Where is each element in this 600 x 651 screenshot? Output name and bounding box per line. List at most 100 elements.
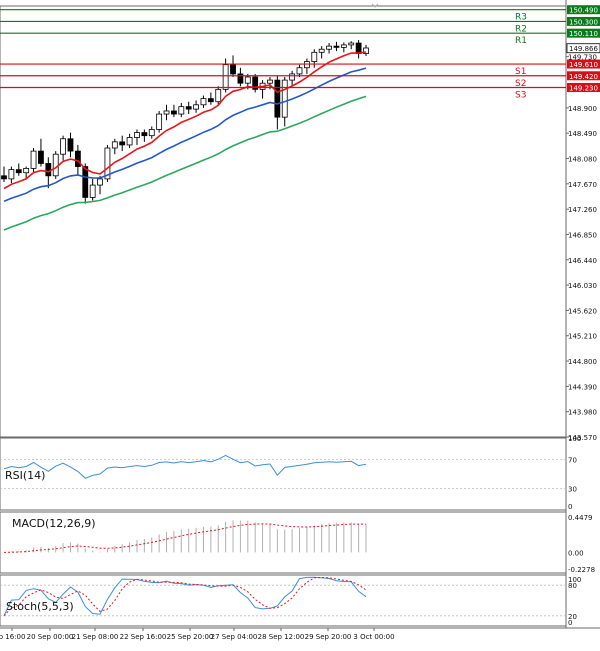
candle-body (296, 67, 303, 75)
candle-body (178, 106, 185, 115)
candle-body (119, 141, 126, 146)
level-label-s2: S2 (515, 79, 526, 89)
level-price-s1: 149.610 (569, 61, 598, 69)
candle-body (340, 44, 347, 48)
candle-body (67, 138, 74, 152)
candle-body (111, 141, 118, 149)
stoch-tick-label: 20 (568, 613, 577, 621)
candle-body (141, 132, 148, 137)
candle-body (193, 104, 199, 110)
rsi-tick-label: 0 (568, 503, 572, 511)
price-tick-label: 149.730 (568, 54, 597, 62)
price-tick-label: 147.260 (568, 206, 597, 214)
price-tick-label: 143.570 (568, 434, 597, 442)
level-price-s2: 149.420 (569, 73, 598, 81)
candle-body (60, 138, 67, 155)
level-price-box-r2 (567, 16, 600, 26)
candle-body (326, 45, 332, 50)
level-label-r2: R2 (515, 24, 527, 34)
candle-body (252, 76, 259, 90)
moving-average-fast (3, 51, 367, 190)
level-label-s3: S3 (515, 91, 526, 101)
candle-body (281, 79, 288, 118)
stoch-label: Stoch(5,5,3) (6, 600, 74, 613)
stoch-tick-label: 100 (568, 576, 581, 584)
rsi-tick-label: 70 (568, 457, 577, 465)
candle-body (45, 163, 52, 177)
candle-body (215, 88, 222, 103)
time-tick-label: 21 Sep 08:00 (72, 633, 119, 641)
stoch-tick-label: 0 (568, 619, 572, 627)
candle-body (222, 64, 229, 90)
candle-body (74, 150, 81, 167)
rsi-line (3, 454, 367, 479)
rsi-tick-label: 30 (568, 485, 577, 493)
candle-body (244, 76, 251, 84)
pane-frame-2 (0, 437, 567, 511)
level-label-s1: S1 (515, 67, 526, 77)
level-price-box-s3 (567, 83, 600, 93)
candle-body (171, 110, 177, 115)
candle-body (104, 147, 111, 180)
macd-tick-label: 0.00 (568, 549, 584, 557)
price-tick-label: 148.490 (568, 130, 597, 138)
candle-body (355, 42, 362, 54)
stoch-signal-line (3, 576, 367, 617)
time-tick-label: 29 Sep 20:00 (305, 633, 352, 641)
candle-body (289, 73, 296, 81)
level-price-box-s1 (567, 59, 600, 69)
level-price-box-r1 (567, 28, 600, 38)
time-tick-label: 28 Sep 12:00 (258, 633, 305, 641)
macd-label: MACD(12,26,9) (12, 517, 96, 530)
candle-body (230, 64, 236, 75)
price-tick-label: 148.080 (568, 156, 597, 164)
price-tick-label: 143.980 (568, 409, 597, 417)
candle-body (311, 51, 318, 62)
level-label-r1: R1 (515, 36, 527, 46)
candle-body (274, 79, 281, 118)
level-price-box-r3 (567, 5, 600, 15)
price-tick-label: 146.030 (568, 282, 597, 290)
candle-body (207, 98, 214, 103)
candle-body (185, 106, 192, 110)
shift-marker-icon (371, 3, 379, 8)
time-tick-label: 22 Sep 16:00 (120, 633, 167, 641)
candle-body (8, 169, 15, 180)
candle-body (303, 61, 310, 69)
candle-body (156, 113, 163, 130)
candle-body (163, 110, 170, 115)
time-tick-label: 3 Oct 00:00 (353, 633, 394, 641)
price-tick-label: 148.900 (568, 105, 597, 113)
current-price-box (566, 43, 600, 54)
price-tick-label: 145.620 (568, 307, 597, 315)
candle-body (333, 45, 340, 48)
macd-tick-label: 0.4479 (568, 514, 593, 522)
price-tick-label: 145.210 (568, 333, 597, 341)
candle-body (1, 175, 7, 180)
price-tick-label: 144.390 (568, 383, 597, 391)
price-tick-label: 146.850 (568, 231, 597, 239)
pane-frame-1 (0, 5, 567, 438)
candle-body (89, 184, 96, 198)
candle-body (363, 47, 369, 54)
candle-body (15, 169, 22, 174)
time-tick-label: 25 Sep 20:00 (167, 633, 214, 641)
candle-body (148, 129, 155, 137)
time-tick-label: 27 Sep 04:00 (211, 633, 258, 641)
candle-body (38, 150, 44, 164)
rsi-tick-label: 100 (568, 435, 581, 443)
stoch-tick-label: 80 (568, 582, 577, 590)
candle-body (134, 132, 140, 138)
level-price-s3: 149.230 (569, 85, 598, 93)
candle-body (23, 167, 30, 174)
stoch-main-line (3, 576, 367, 617)
level-price-r1: 150.110 (569, 30, 598, 38)
candle-body (318, 48, 325, 53)
candle-body (200, 98, 207, 106)
candle-body (30, 150, 37, 169)
current-price-label: 149.866 (569, 45, 598, 53)
level-price-r3: 150.490 (569, 7, 598, 15)
time-tick-label: p 16:00 (0, 633, 25, 641)
candle-body (348, 42, 355, 46)
macd-signal-line (3, 523, 367, 553)
